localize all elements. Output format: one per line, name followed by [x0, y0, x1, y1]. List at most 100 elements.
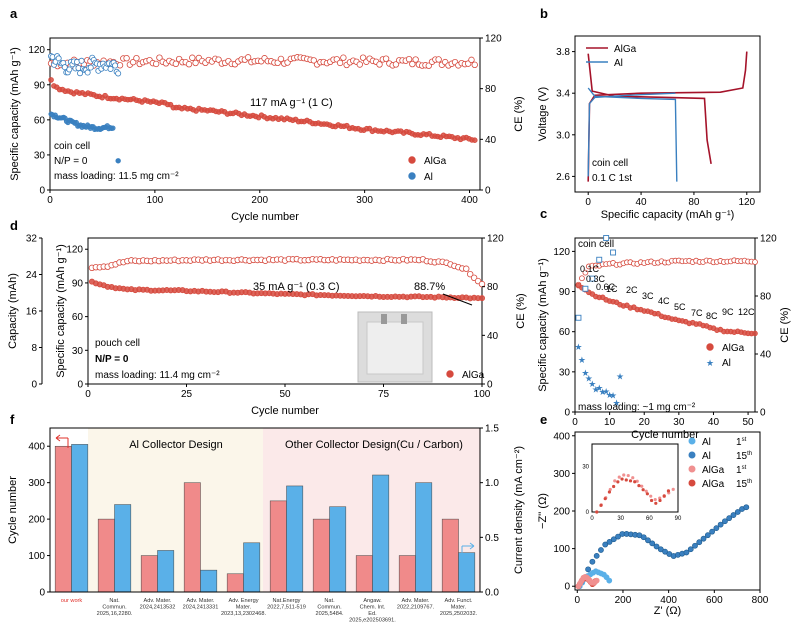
pouch-tab-right [401, 314, 407, 324]
current-density-bar [329, 506, 347, 593]
y-tick-label: 0 [39, 588, 45, 599]
legend-alga-label: AlGa [722, 343, 745, 354]
legend-alga-marker [408, 156, 416, 164]
alga-ce-point [752, 259, 758, 265]
nyquist-point [606, 577, 613, 584]
loading-annotation: mass loading: 11.4 mg cm⁻² [95, 370, 220, 381]
rate-label: 2C [626, 285, 638, 295]
panel-f-chart: our work Nat. Commun. 2025,16,2280. Adv. Mat… [7, 424, 525, 624]
y2-tick-label: 0.0 [485, 588, 499, 599]
legend-cycle: 1st [736, 437, 747, 448]
category-label: Angaw. Chem. Int. Ed. 2025,e202503691. [349, 598, 396, 624]
legend-cycle: 1st [736, 465, 747, 476]
section-title-al: Al Collector Design [129, 439, 223, 451]
legend-marker [688, 465, 696, 473]
legend-alga-marker [706, 343, 714, 351]
y-tick-label: 0 [31, 380, 37, 391]
alga-capacity-point [752, 330, 758, 337]
current-density-bar [286, 485, 304, 593]
legend-al-marker: ★ [706, 358, 714, 368]
alga-ce-point [310, 57, 318, 64]
pouch-tab-left [381, 314, 387, 324]
section-title-other: Other Collector Design(Cu / Carbon) [285, 439, 463, 451]
inset-point [649, 498, 654, 503]
x-tick-label: 400 [461, 195, 478, 206]
alga-ce-point [133, 54, 140, 62]
y-tick-label: 300 [28, 478, 45, 489]
x-tick-label: 800 [752, 595, 769, 606]
alga-ce-point [382, 55, 390, 62]
alga-ce-point [579, 275, 585, 282]
nyquist-point [645, 537, 651, 544]
inset-point [620, 477, 624, 481]
current-density-bar [458, 552, 476, 593]
x-tick-label: 20 [639, 417, 651, 428]
y-tick-label: 8 [31, 343, 37, 354]
legend-label: AlGa [702, 465, 725, 476]
y2-tick-label: 1.5 [485, 424, 499, 435]
alga-ce-point [340, 54, 347, 61]
rate-annotation: 117 mA g⁻¹ (1 C) [250, 97, 333, 109]
alga-ce-point [152, 60, 160, 68]
x-tick-label: 10 [604, 417, 616, 428]
y2-axis-label: Current density (mA cm⁻²) [513, 446, 525, 574]
y-axis-label: Voltage (V) [537, 87, 549, 141]
alga-ce-point [409, 60, 416, 68]
alga-discharge-curve [587, 53, 712, 165]
cycle-number-bar [355, 555, 373, 593]
panel-letter-f: f [10, 412, 15, 427]
rate-label: 3C [642, 291, 654, 301]
al-ce-point [589, 275, 596, 282]
legend-alga-label: AlGa [424, 156, 447, 167]
y-axis-label: Specific capacity (mAh g⁻¹) [537, 258, 549, 392]
pouch-cell-body [366, 321, 424, 375]
x-tick-label: 120 [738, 197, 755, 208]
panel-b-chart: 0 40 80 120 2.6 3.0 3.4 3.8 Specific capacity (m… [537, 35, 761, 221]
inset-point [613, 479, 617, 483]
nyquist-point [743, 504, 750, 511]
al-ce-point [66, 66, 73, 73]
nyquist-point [649, 540, 656, 547]
y-tick-label: 400 [553, 431, 570, 442]
y-tick-label: 60 [72, 312, 84, 323]
nyquist-point [722, 518, 728, 525]
x-tick-label: 200 [251, 195, 268, 206]
loading-annotation: mass loading: 11.5 mg cm⁻² [54, 171, 179, 182]
inset-point [608, 487, 612, 492]
inset-y-tick-label: 30 [582, 465, 589, 471]
alga-ce-point [244, 54, 252, 61]
nyquist-point [615, 533, 621, 540]
y-tick-label: 30 [72, 346, 84, 357]
panel-b-frame [574, 35, 761, 193]
inset-x-tick-label: 0 [590, 516, 594, 522]
y2-tick-label: 40 [485, 135, 497, 146]
cycle-number-bar [54, 445, 72, 593]
al-ce-point [61, 64, 68, 71]
inset-point [658, 498, 662, 503]
al-capacity-point: ★ [609, 391, 617, 401]
y-axis-label: Specific capacity (mAh g⁻¹) [55, 244, 67, 378]
nyquist-point [640, 534, 647, 541]
rate-label: 1C [606, 284, 618, 294]
alga-ce-point [189, 54, 196, 61]
cycle-number-bar [140, 555, 158, 593]
legend-label: Al [702, 437, 711, 448]
rate-annotation: 0.1 C 1st [592, 173, 632, 184]
al-ce-point [610, 249, 617, 256]
y-tick-label: 16 [26, 307, 38, 318]
y2-tick-label: 80 [487, 282, 499, 293]
y-tick-label: 100 [553, 544, 570, 555]
al-capacity-point: ★ [606, 390, 614, 400]
y2-tick-label: 0 [487, 380, 493, 391]
retention-annotation: 88.7% [414, 281, 445, 293]
rate-label: 0.3C [586, 274, 606, 284]
alga-ce-point [435, 56, 442, 63]
nyquist-point [709, 528, 715, 535]
legend-alga-label: AlGa [614, 44, 637, 55]
legend-marker [688, 451, 696, 459]
rate-label: 0.1C [580, 264, 600, 274]
category-label: Nat. Commun. 2025,16,2280. [97, 598, 133, 617]
cycle-number-bar [97, 518, 115, 593]
y3-axis-label: Capacity (mAh) [7, 273, 19, 349]
current-density-bar [71, 444, 89, 593]
